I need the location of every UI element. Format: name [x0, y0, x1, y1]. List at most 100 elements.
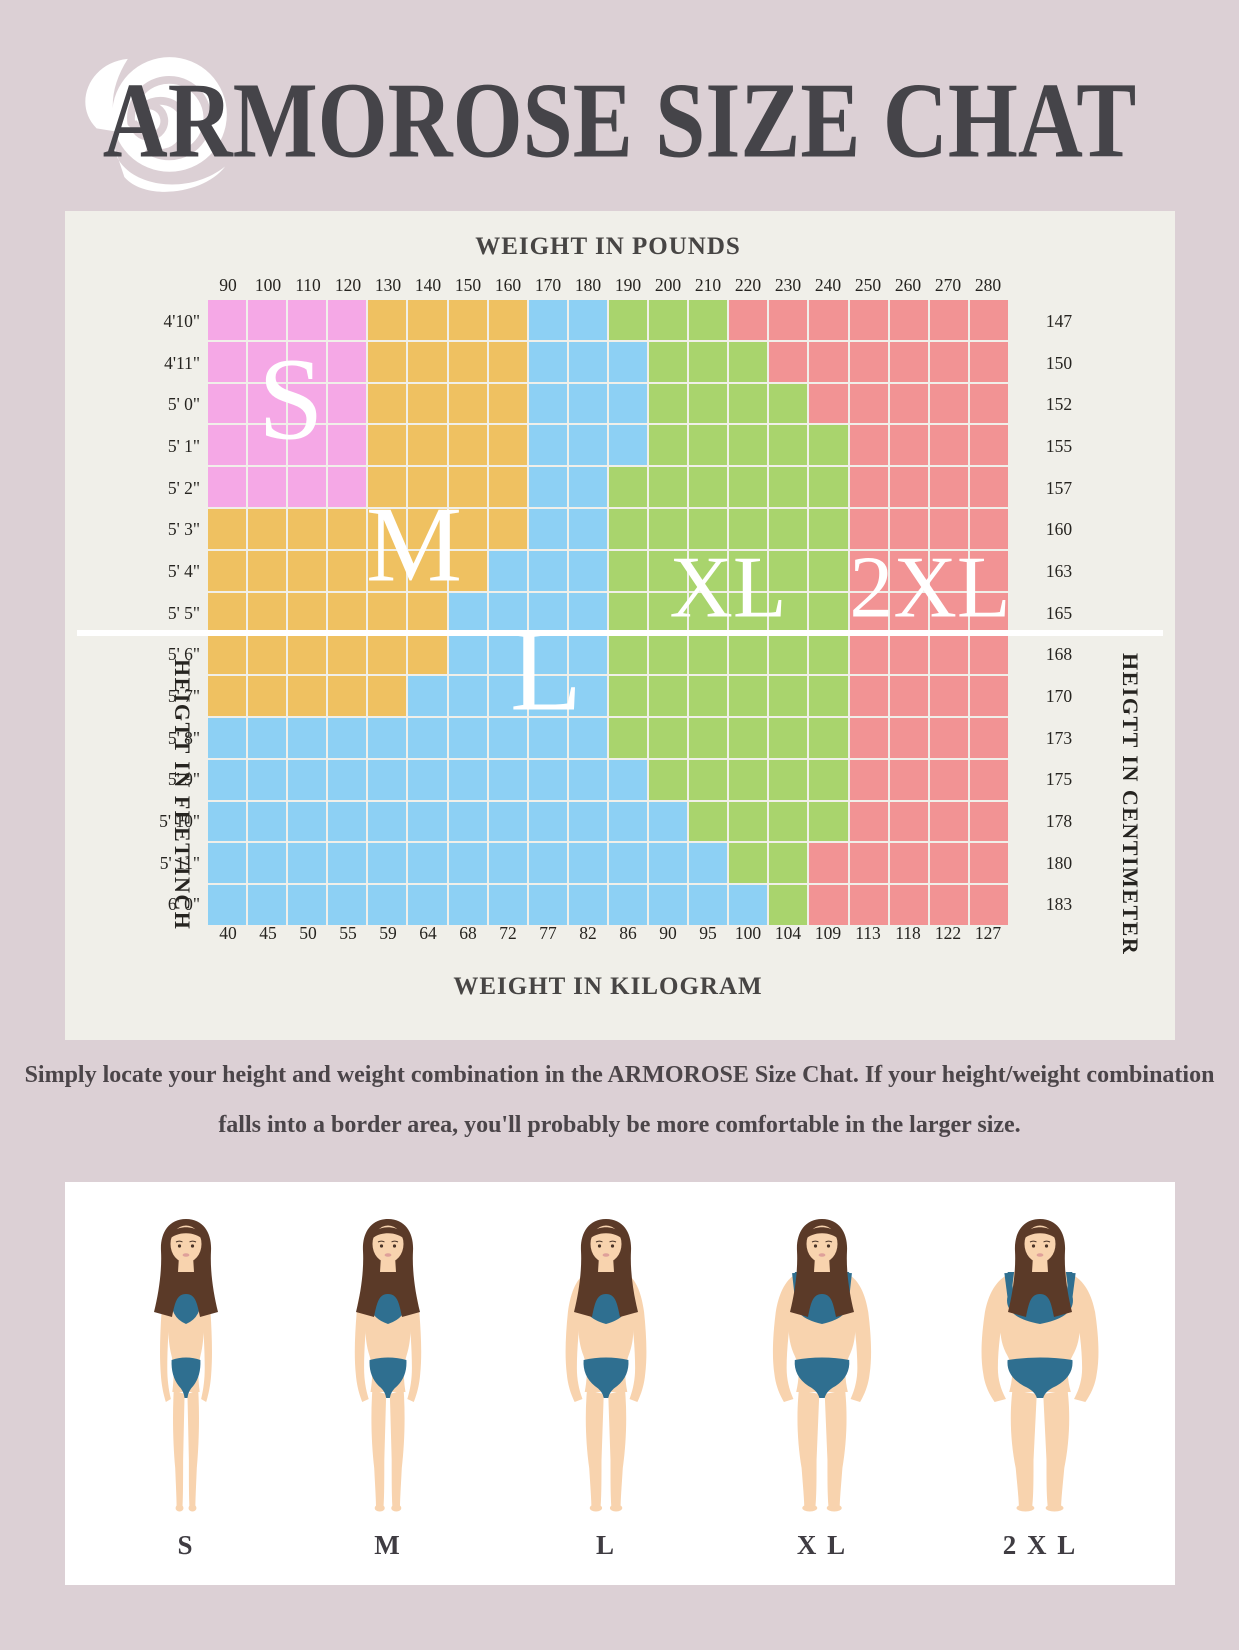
pounds-tick: 250 — [854, 275, 882, 295]
kilogram-tick: 109 — [814, 923, 842, 943]
feet-inch-label: 5' 6" — [167, 644, 200, 665]
size-cell-2XL — [889, 508, 928, 549]
kilogram-tick: 45 — [259, 923, 277, 943]
size-cell-XL — [689, 341, 728, 382]
size-cell-2XL — [889, 341, 928, 382]
size-cell-M — [368, 341, 407, 382]
size-cell-L — [568, 550, 607, 591]
size-cell-XL — [689, 634, 728, 675]
size-cell-XL — [769, 885, 808, 925]
size-cell-S — [328, 467, 367, 507]
size-cell-2XL — [929, 425, 968, 466]
pounds-tick: 190 — [614, 275, 642, 295]
figure-body — [981, 1266, 1099, 1512]
size-cell-L — [729, 885, 768, 925]
size-cell-XL — [809, 425, 848, 466]
kilogram-tick: 64 — [419, 923, 437, 943]
size-cell-XL — [689, 425, 728, 466]
size-cell-XL — [689, 383, 728, 424]
size-cell-M — [288, 550, 327, 591]
centimeter-label: 183 — [1045, 894, 1073, 915]
size-cell-M — [408, 467, 447, 507]
feet-inch-label: 5' 10" — [159, 810, 200, 831]
centimeter-label: 178 — [1045, 810, 1073, 831]
size-grid — [208, 300, 1008, 925]
centimeter-label: 165 — [1045, 602, 1073, 623]
size-cell-L — [528, 717, 567, 758]
size-cell-XL — [689, 300, 728, 340]
size-cell-2XL — [809, 300, 848, 340]
feet-inch-label: 5' 4" — [167, 560, 200, 581]
kilogram-tick: 127 — [974, 923, 1002, 943]
centimeter-label: 157 — [1045, 477, 1073, 498]
size-cell-XL — [769, 592, 808, 633]
size-cell-M — [448, 341, 487, 382]
size-cell-S — [248, 425, 287, 466]
size-cell-M — [288, 634, 327, 675]
size-cell-M — [248, 550, 287, 591]
size-cell-XL — [649, 676, 688, 716]
kilogram-tick: 95 — [699, 923, 717, 943]
size-cell-L — [488, 843, 527, 884]
size-cell-XL — [769, 843, 808, 884]
size-cell-2XL — [969, 467, 1008, 507]
size-cell-M — [328, 676, 367, 716]
region-letter-2XL: 2XL — [849, 539, 1011, 637]
size-cell-XL — [809, 759, 848, 800]
size-cell-XL — [729, 717, 768, 758]
size-cell-2XL — [929, 383, 968, 424]
size-cell-L — [528, 508, 567, 549]
size-cell-L — [288, 717, 327, 758]
size-cell-L — [568, 592, 607, 633]
size-cell-L — [568, 467, 607, 507]
size-cell-L — [328, 801, 367, 842]
size-cell-XL — [689, 467, 728, 507]
size-cell-L — [328, 885, 367, 925]
size-cell-XL — [729, 508, 768, 549]
size-cell-XL — [729, 383, 768, 424]
size-cell-L — [448, 801, 487, 842]
size-cell-S — [248, 300, 287, 340]
size-cell-XL — [729, 801, 768, 842]
size-cell-XL — [809, 550, 848, 591]
size-cell-2XL — [809, 843, 848, 884]
kilogram-tick: 77 — [539, 923, 557, 943]
size-cell-XL — [649, 634, 688, 675]
kilogram-tick: 55 — [339, 923, 357, 943]
size-cell-M — [328, 634, 367, 675]
centimeter-label: 150 — [1045, 352, 1073, 373]
size-cell-M — [248, 634, 287, 675]
size-cell-L — [608, 801, 648, 842]
size-cell-L — [288, 885, 327, 925]
size-cell-L — [368, 843, 407, 884]
size-cell-2XL — [969, 843, 1008, 884]
figure-head — [356, 1219, 420, 1317]
size-cell-M — [448, 425, 487, 466]
size-cell-L — [528, 843, 567, 884]
size-cell-XL — [608, 592, 648, 633]
size-cell-XL — [649, 592, 688, 633]
size-cell-2XL — [809, 341, 848, 382]
size-cell-L — [288, 759, 327, 800]
size-cell-XL — [769, 550, 808, 591]
size-cell-M — [448, 300, 487, 340]
pounds-tick: 270 — [934, 275, 962, 295]
size-cell-L — [328, 843, 367, 884]
size-cell-XL — [649, 550, 688, 591]
size-cell-XL — [649, 341, 688, 382]
size-cell-XL — [649, 383, 688, 424]
size-cell-L — [408, 676, 447, 716]
height-cm-axis-title: HEIGTT IN CENTIMETER — [1118, 653, 1143, 956]
size-cell-L — [528, 634, 567, 675]
pounds-tick: 230 — [774, 275, 802, 295]
size-cell-S — [288, 341, 327, 382]
size-cell-L — [689, 843, 728, 884]
size-cell-L — [568, 759, 607, 800]
pounds-tick: 210 — [694, 275, 722, 295]
figure-head — [154, 1219, 218, 1317]
feet-inch-label: 4'10" — [163, 310, 200, 331]
size-cell-M — [368, 634, 407, 675]
size-cell-2XL — [929, 634, 968, 675]
pounds-tick: 260 — [894, 275, 922, 295]
size-cell-L — [448, 759, 487, 800]
